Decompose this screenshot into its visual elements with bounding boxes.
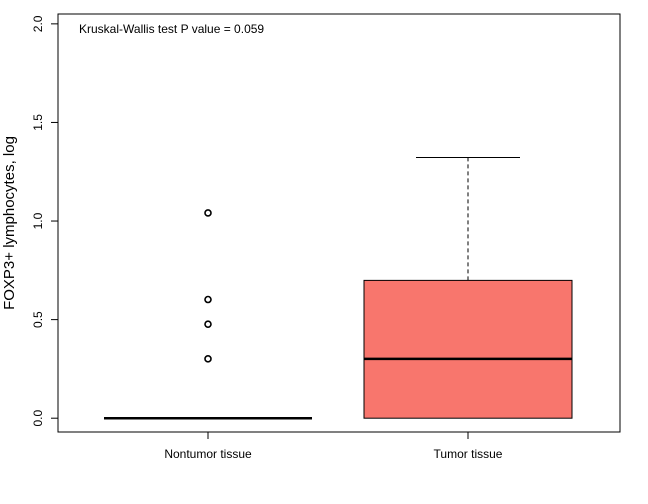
y-tick-label: 0.0	[31, 410, 45, 427]
outlier-point	[204, 320, 212, 328]
y-tick-label: 1.0	[31, 212, 45, 229]
outlier-point	[204, 295, 212, 304]
x-tick-label: Nontumor tissue	[164, 447, 252, 461]
x-tick-label: Tumor tissue	[434, 447, 503, 461]
box-group-nontumor	[104, 209, 312, 420]
y-axis-label: FOXP3+ lymphocytes, log	[1, 136, 18, 310]
outlier-point	[204, 209, 212, 217]
y-tick-label: 1.5	[31, 114, 45, 131]
boxes	[104, 157, 573, 420]
y-axis: 0.0 0.5 1.0 1.5 2.0	[31, 15, 59, 427]
x-axis: Nontumor tissue Tumor tissue	[164, 431, 503, 461]
kruskal-wallis-annotation: Kruskal-Wallis test P value = 0.059	[79, 22, 264, 36]
y-tick-label: 2.0	[31, 15, 45, 32]
outlier-point	[204, 355, 212, 363]
box	[363, 279, 573, 419]
y-tick-label: 0.5	[31, 311, 45, 328]
box-group-tumor	[363, 157, 573, 419]
